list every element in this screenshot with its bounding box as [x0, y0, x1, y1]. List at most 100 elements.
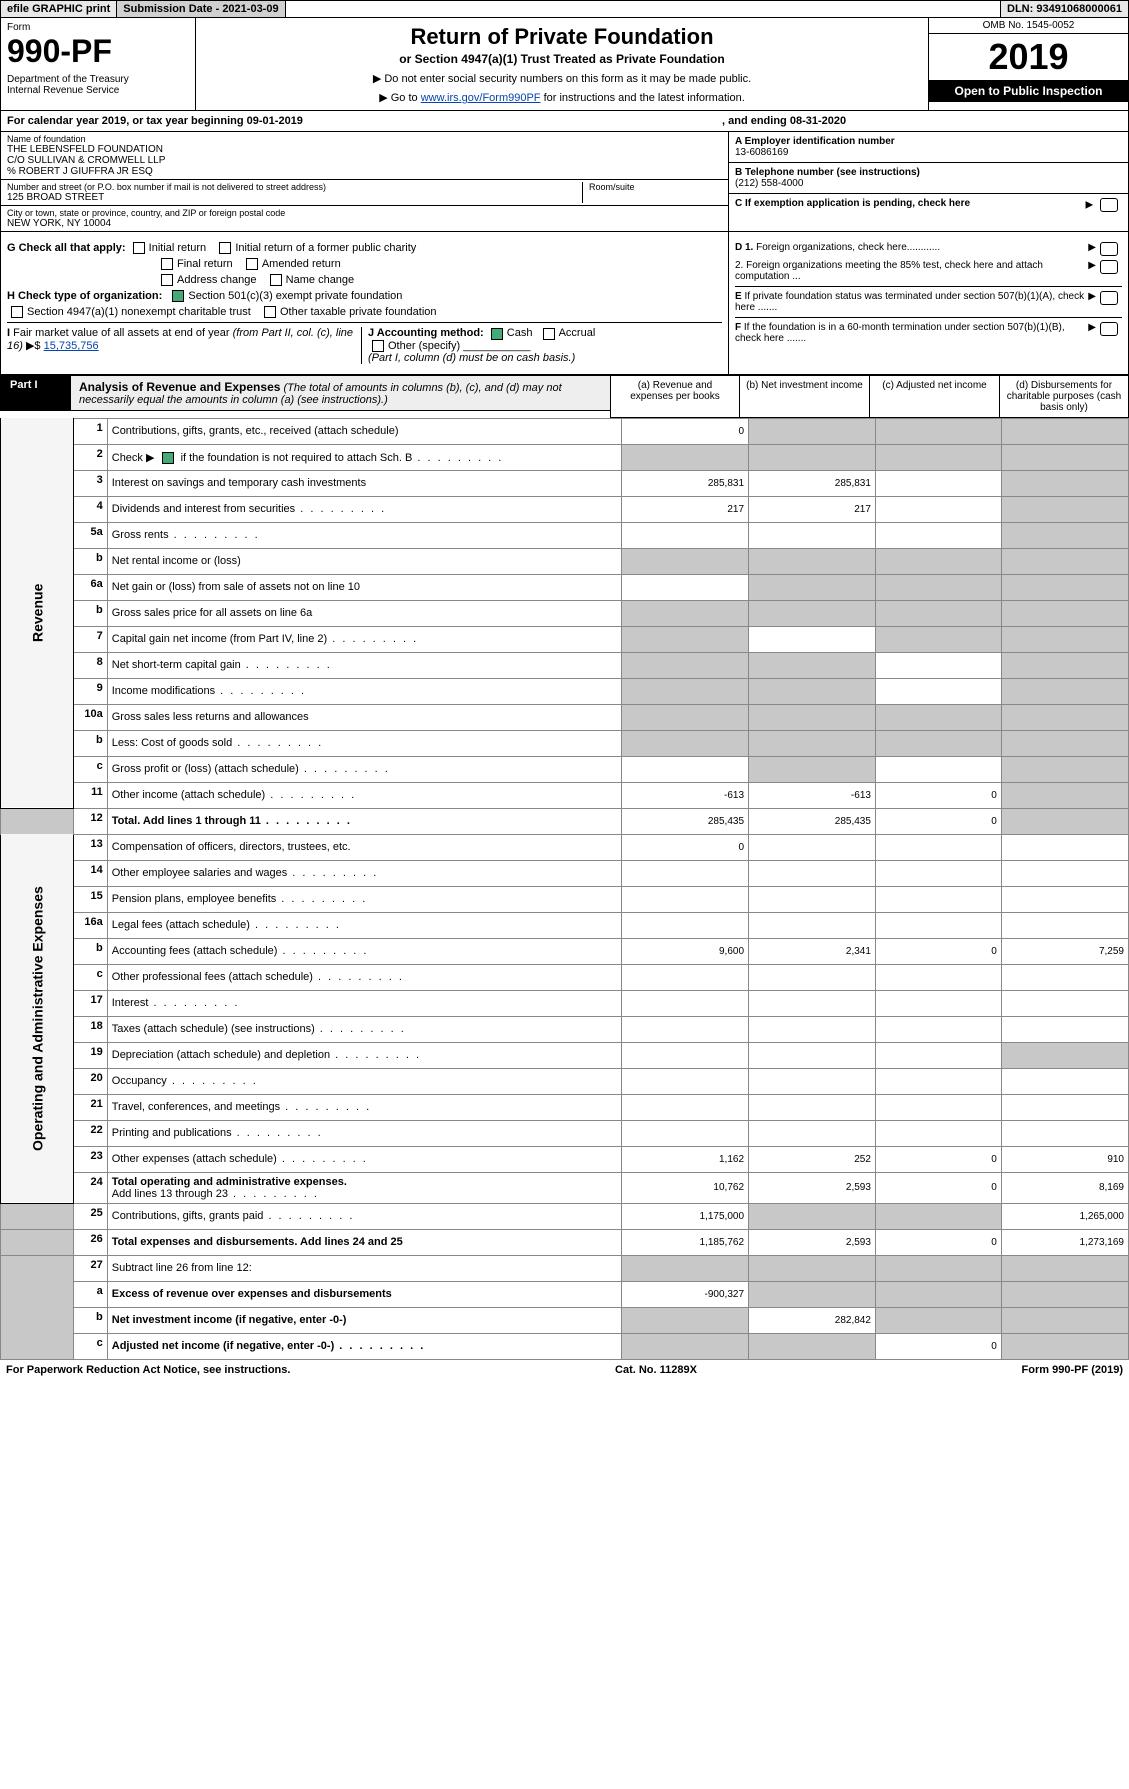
row-16c-lbl: Other professional fees (attach schedule… — [107, 964, 621, 990]
col-a-hdr: (a) Revenue and expenses per books — [610, 375, 740, 418]
note2-pre: ▶ Go to — [379, 92, 420, 104]
ein-value: 13-6086169 — [735, 147, 788, 158]
j-label: J Accounting method: — [368, 327, 484, 339]
row-24-c: 0 — [875, 1172, 1001, 1203]
street-label: Number and street (or P.O. box number if… — [7, 182, 582, 192]
f-cb[interactable] — [1100, 322, 1118, 336]
row-27a-a: -900,327 — [621, 1281, 748, 1307]
page-footer: For Paperwork Reduction Act Notice, see … — [0, 1360, 1129, 1380]
row-5a-lbl: Gross rents — [107, 522, 621, 548]
row-23-b: 252 — [749, 1146, 876, 1172]
j-note: (Part I, column (d) must be on cash basi… — [368, 352, 575, 364]
g-opt-0: Initial return — [149, 242, 206, 254]
part1-table: Revenue 1Contributions, gifts, grants, e… — [0, 418, 1129, 1360]
row-8-lbl: Net short-term capital gain — [107, 652, 621, 678]
row-24-a: 10,762 — [621, 1172, 748, 1203]
note-2: ▶ Go to www.irs.gov/Form990PF for instru… — [202, 91, 922, 104]
row-16b-a: 9,600 — [621, 938, 748, 964]
g-opt-4: Address change — [177, 274, 257, 286]
row-16b-b: 2,341 — [749, 938, 876, 964]
checks-block: G Check all that apply: Initial return I… — [0, 232, 1129, 375]
city-label: City or town, state or province, country… — [7, 208, 722, 218]
identification-block: Name of foundation THE LEBENSFELD FOUNDA… — [0, 132, 1129, 232]
h-label: H Check type of organization: — [7, 290, 162, 302]
header-center: Return of Private Foundation or Section … — [196, 18, 928, 110]
g-label: G Check all that apply: — [7, 242, 126, 254]
h-other-cb[interactable] — [264, 306, 276, 318]
row-11-c: 0 — [875, 782, 1001, 808]
g-opt-1: Initial return of a former public charit… — [235, 242, 416, 254]
part1-header: Part I Analysis of Revenue and Expenses … — [0, 375, 1129, 418]
row-4-b: 217 — [749, 496, 876, 522]
row-13-a: 0 — [621, 834, 748, 860]
row-14-lbl: Other employee salaries and wages — [107, 860, 621, 886]
instructions-link[interactable]: www.irs.gov/Form990PF — [421, 92, 541, 104]
form-subtitle: or Section 4947(a)(1) Trust Treated as P… — [202, 52, 922, 66]
part1-title: Analysis of Revenue and Expenses — [79, 380, 280, 394]
j-accrual: Accrual — [559, 327, 596, 339]
fmv-link[interactable]: 15,735,756 — [44, 340, 99, 352]
g-final-cb[interactable] — [161, 258, 173, 270]
row-3-b: 285,831 — [749, 470, 876, 496]
j-other: Other (specify) — [388, 340, 460, 352]
j-cash: Cash — [507, 327, 533, 339]
j-cash-cb[interactable] — [491, 328, 503, 340]
open-public: Open to Public Inspection — [929, 80, 1128, 102]
row-25-lbl: Contributions, gifts, grants paid — [107, 1203, 621, 1229]
row-7-lbl: Capital gain net income (from Part IV, l… — [107, 626, 621, 652]
header-right: OMB No. 1545-0052 2019 Open to Public In… — [928, 18, 1128, 110]
dept-label: Department of the Treasury Internal Reve… — [7, 74, 189, 96]
foundation-name-2: C/O SULLIVAN & CROMWELL LLP — [7, 155, 722, 166]
room-label: Room/suite — [589, 182, 722, 192]
ident-left: Name of foundation THE LEBENSFELD FOUNDA… — [1, 132, 728, 231]
row-20-lbl: Occupancy — [107, 1068, 621, 1094]
g-address-cb[interactable] — [161, 274, 173, 286]
city-value: NEW YORK, NY 10004 — [7, 218, 722, 229]
row-12-a: 285,435 — [621, 808, 748, 834]
h-501c3-cb[interactable] — [172, 290, 184, 302]
d2-label: 2. Foreign organizations meeting the 85%… — [735, 260, 1088, 282]
header-left: Form 990-PF Department of the Treasury I… — [1, 18, 196, 110]
d1-cb[interactable] — [1100, 242, 1118, 256]
row-3-a: 285,831 — [621, 470, 748, 496]
ein-label: A Employer identification number — [735, 136, 895, 147]
row-23-c: 0 — [875, 1146, 1001, 1172]
g-initial-former-cb[interactable] — [219, 242, 231, 254]
note-1: ▶ Do not enter social security numbers o… — [202, 72, 922, 85]
h-4947-cb[interactable] — [11, 306, 23, 318]
tax-year: 2019 — [929, 34, 1128, 80]
spacer — [286, 1, 1001, 17]
col-d-hdr: (d) Disbursements for charitable purpose… — [1000, 375, 1129, 418]
form-label: Form — [7, 22, 189, 33]
g-initial-return-cb[interactable] — [133, 242, 145, 254]
row-1-a: 0 — [621, 418, 748, 444]
row-2-cb[interactable] — [162, 452, 174, 464]
h-opt-3: Other taxable private foundation — [280, 306, 437, 318]
g-amended-cb[interactable] — [246, 258, 258, 270]
row-12-c: 0 — [875, 808, 1001, 834]
row-16b-c: 0 — [875, 938, 1001, 964]
ident-right: A Employer identification number 13-6086… — [728, 132, 1128, 231]
row-23-d: 910 — [1001, 1146, 1128, 1172]
j-other-cb[interactable] — [372, 340, 384, 352]
cy-end: , and ending 08-31-2020 — [722, 115, 1122, 127]
g-opt-5: Name change — [286, 274, 355, 286]
footer-right: Form 990-PF (2019) — [1022, 1364, 1123, 1376]
d2-cb[interactable] — [1100, 260, 1118, 274]
submission-date: Submission Date - 2021-03-09 — [117, 1, 285, 17]
e-cb[interactable] — [1100, 291, 1118, 305]
g-name-cb[interactable] — [270, 274, 282, 286]
row-17-lbl: Interest — [107, 990, 621, 1016]
g-opt-2: Final return — [177, 258, 233, 270]
j-accrual-cb[interactable] — [543, 328, 555, 340]
row-12-b: 285,435 — [749, 808, 876, 834]
top-bar: efile GRAPHIC print Submission Date - 20… — [0, 0, 1129, 18]
row-27a-lbl: Excess of revenue over expenses and disb… — [107, 1281, 621, 1307]
checks-left: G Check all that apply: Initial return I… — [1, 232, 728, 374]
name-label: Name of foundation — [7, 134, 722, 144]
exemption-checkbox[interactable] — [1100, 198, 1118, 212]
note2-post: for instructions and the latest informat… — [541, 92, 745, 104]
dln-label: DLN: 93491068000061 — [1001, 1, 1128, 17]
row-16b-d: 7,259 — [1001, 938, 1128, 964]
row-2-lbl: Check ▶ if the foundation is not require… — [107, 444, 621, 470]
